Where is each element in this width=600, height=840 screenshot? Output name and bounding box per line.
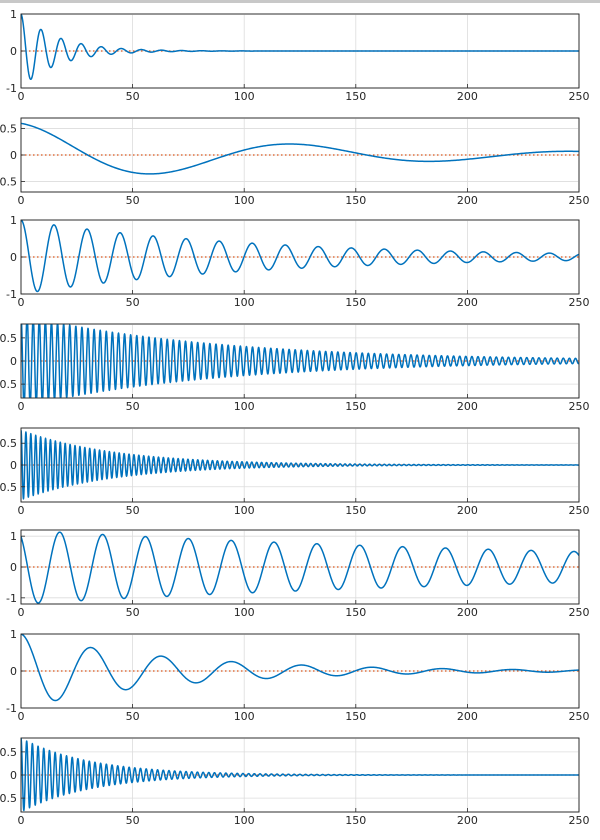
y-tick-label: -1 [6, 288, 17, 301]
subplot-3: 0 50 100 150 200 250-101 [6, 214, 589, 309]
series-line-1 [21, 634, 579, 702]
x-tick-label: 250 [569, 296, 590, 309]
y-tick-label: 0 [10, 149, 17, 162]
x-tick-label: 0 [18, 710, 25, 723]
x-tick-label: 100 [234, 90, 255, 103]
y-tick-label: 0.5 [0, 746, 17, 759]
y-tick-label: 0 [10, 561, 17, 574]
y-tick-label: -1 [6, 702, 17, 715]
series-line-1 [21, 220, 579, 293]
x-tick-label: 150 [345, 400, 366, 413]
y-tick-label: 0 [10, 459, 17, 472]
y-tick-label: 0 [10, 665, 17, 678]
x-tick-label: 100 [234, 710, 255, 723]
x-tick-label: 50 [126, 814, 140, 827]
subplot-6: 0 50 100 150 200 250-101 [6, 529, 590, 619]
y-tick-label: -1 [6, 82, 17, 95]
series-line-1 [21, 324, 579, 398]
x-tick-label: 150 [345, 194, 366, 207]
x-tick-label: 0 [18, 504, 25, 517]
x-tick-label: 200 [457, 400, 478, 413]
x-tick-label: 0 [18, 194, 25, 207]
subplot-7: 0 50 100 150 200 250-101 [6, 628, 589, 723]
x-tick-label: 200 [457, 194, 478, 207]
x-tick-label: 250 [569, 400, 590, 413]
x-tick-label: 200 [457, 90, 478, 103]
x-tick-label: 100 [234, 400, 255, 413]
x-tick-label: 150 [345, 296, 366, 309]
x-tick-label: 200 [457, 606, 478, 619]
y-tick-label: 0 [10, 251, 17, 264]
x-tick-label: 250 [569, 606, 590, 619]
x-tick-label: 100 [234, 504, 255, 517]
y-tick-label: 0 [10, 355, 17, 368]
x-tick-label: 250 [569, 710, 590, 723]
x-tick-label: 0 [18, 296, 25, 309]
x-tick-label: 50 [126, 90, 140, 103]
x-tick-label: 150 [345, 504, 366, 517]
x-tick-label: 150 [345, 606, 366, 619]
x-tick-label: 200 [457, 814, 478, 827]
y-tick-label: 0.5 [0, 378, 17, 391]
x-tick-label: 0 [18, 400, 25, 413]
x-tick-label: 150 [345, 90, 366, 103]
window-top-border [0, 0, 600, 3]
x-tick-label: 50 [126, 296, 140, 309]
y-tick-label: 0.5 [0, 792, 17, 805]
series-line-1 [21, 531, 579, 604]
y-tick-label: 0.5 [0, 437, 17, 450]
x-tick-label: 150 [345, 814, 366, 827]
x-tick-label: 0 [18, 90, 25, 103]
x-tick-label: 50 [126, 400, 140, 413]
x-tick-label: 250 [569, 504, 590, 517]
y-tick-label: 0.5 [0, 332, 17, 345]
x-tick-label: 0 [18, 606, 25, 619]
x-tick-label: 250 [569, 814, 590, 827]
y-tick-label: 0.5 [0, 481, 17, 494]
x-tick-label: 200 [457, 504, 478, 517]
y-tick-label: 0.5 [0, 123, 17, 136]
subplot-1: 0 50 100 150 200 250-101 [6, 8, 589, 103]
x-tick-label: 0 [18, 814, 25, 827]
x-tick-label: 50 [126, 606, 140, 619]
y-tick-label: 0 [10, 769, 17, 782]
x-tick-label: 50 [126, 504, 140, 517]
y-tick-label: -1 [6, 592, 17, 605]
x-tick-label: 150 [345, 710, 366, 723]
y-tick-label: 1 [10, 530, 17, 543]
y-tick-label: 0.5 [0, 175, 17, 188]
x-tick-label: 200 [457, 296, 478, 309]
x-tick-label: 100 [234, 606, 255, 619]
series-line-1 [21, 430, 579, 500]
x-tick-label: 50 [126, 710, 140, 723]
y-tick-label: 0 [10, 45, 17, 58]
y-tick-label: 1 [10, 214, 17, 227]
x-tick-label: 200 [457, 710, 478, 723]
x-tick-label: 250 [569, 194, 590, 207]
series-line-1 [21, 122, 579, 175]
x-tick-label: 250 [569, 90, 590, 103]
x-tick-label: 100 [234, 814, 255, 827]
y-tick-label: 1 [10, 8, 17, 21]
series-line-1 [21, 14, 579, 80]
x-tick-label: 100 [234, 194, 255, 207]
x-tick-label: 50 [126, 194, 140, 207]
series-line-1 [21, 738, 579, 812]
y-tick-label: 1 [10, 628, 17, 641]
x-tick-label: 100 [234, 296, 255, 309]
